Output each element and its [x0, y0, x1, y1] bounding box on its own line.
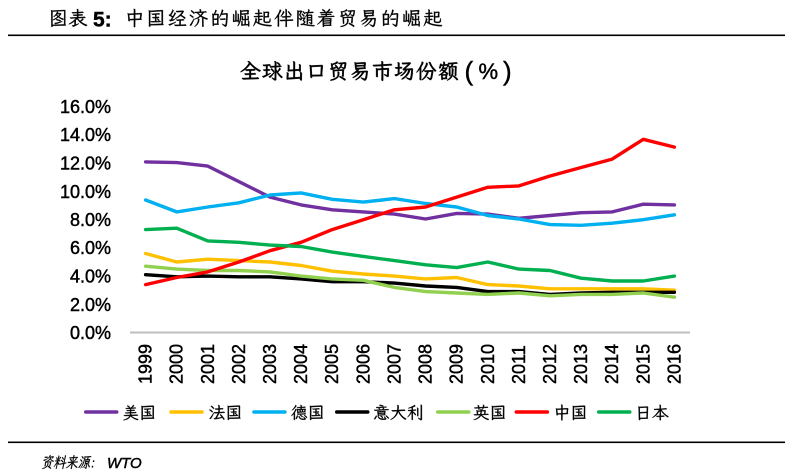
svg-text:2015: 2015: [633, 344, 653, 384]
svg-text:2008: 2008: [416, 344, 436, 384]
svg-text:WTO: WTO: [107, 455, 142, 472]
svg-text:10.0%: 10.0%: [60, 182, 111, 202]
svg-text:2003: 2003: [260, 344, 280, 384]
svg-text:2000: 2000: [167, 344, 187, 384]
svg-text:6.0%: 6.0%: [70, 238, 111, 258]
svg-text:12.0%: 12.0%: [60, 154, 111, 174]
svg-text:14.0%: 14.0%: [60, 125, 111, 145]
svg-text:2010: 2010: [478, 344, 498, 384]
svg-text:2014: 2014: [602, 344, 622, 384]
svg-text:16.0%: 16.0%: [60, 97, 111, 117]
svg-text:2011: 2011: [509, 345, 529, 384]
svg-text:2007: 2007: [384, 344, 404, 384]
svg-text:2002: 2002: [229, 344, 249, 384]
svg-text:1999: 1999: [136, 344, 156, 384]
svg-text:2004: 2004: [291, 344, 311, 384]
svg-text:2013: 2013: [571, 344, 591, 384]
svg-text:%: %: [479, 59, 499, 84]
svg-text:2001: 2001: [198, 344, 218, 384]
svg-text:2.0%: 2.0%: [70, 295, 111, 315]
svg-text:2012: 2012: [540, 344, 560, 384]
svg-text:5:: 5:: [93, 9, 112, 32]
svg-text:2005: 2005: [322, 344, 342, 384]
svg-text:2016: 2016: [664, 344, 684, 384]
svg-text:2009: 2009: [447, 344, 467, 384]
svg-text:8.0%: 8.0%: [70, 210, 111, 230]
svg-text:): ): [503, 56, 512, 86]
svg-text:0.0%: 0.0%: [70, 323, 111, 343]
svg-text:4.0%: 4.0%: [70, 267, 111, 287]
svg-text:2006: 2006: [353, 344, 373, 384]
svg-text:(: (: [465, 56, 474, 86]
